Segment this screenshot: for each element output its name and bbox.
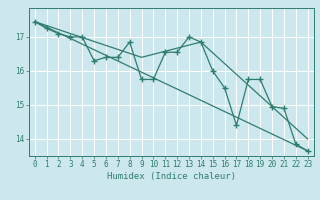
X-axis label: Humidex (Indice chaleur): Humidex (Indice chaleur): [107, 172, 236, 181]
